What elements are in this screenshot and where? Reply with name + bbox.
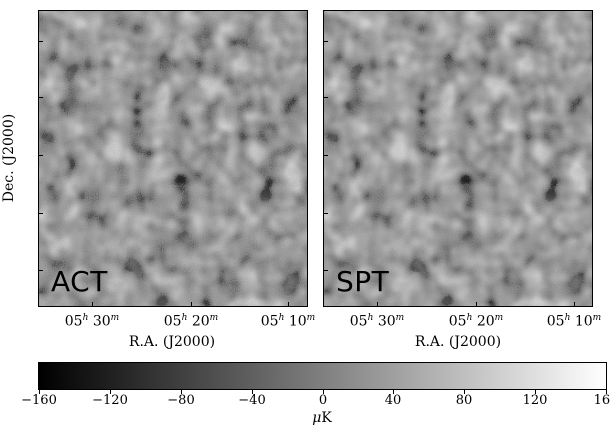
x-axis-title-left: R.A. (J2000) bbox=[128, 334, 216, 350]
y-axis-title: Dec. (J2000) bbox=[1, 113, 17, 203]
x-tick bbox=[476, 302, 477, 307]
colorbar-tick-label: −80 bbox=[167, 393, 195, 408]
x-tick bbox=[92, 302, 93, 307]
colorbar-tick bbox=[110, 389, 111, 394]
colorbar-tick bbox=[535, 389, 536, 394]
x-tick bbox=[191, 302, 192, 307]
y-tick bbox=[323, 270, 328, 271]
colorbar-tick bbox=[464, 389, 465, 394]
x-tick-label: 05h 30m bbox=[349, 313, 405, 330]
y-tick bbox=[323, 155, 328, 156]
colorbar-tick bbox=[252, 389, 253, 394]
act-panel-label: ACT bbox=[51, 265, 108, 298]
colorbar-tick-label: −40 bbox=[238, 393, 266, 408]
spt-map-panel: SPT bbox=[323, 10, 593, 307]
colorbar-tick bbox=[181, 389, 182, 394]
act-map-panel: ACT bbox=[38, 10, 308, 307]
y-tick bbox=[38, 41, 43, 42]
colorbar-tick-label: −160 bbox=[21, 393, 57, 408]
colorbar-tick-label: 80 bbox=[455, 393, 473, 408]
x-tick-label: 05h 20m bbox=[163, 313, 219, 330]
x-tick-label: 05h 10m bbox=[260, 313, 316, 330]
x-tick-label: 05h 30m bbox=[64, 313, 120, 330]
colorbar bbox=[38, 362, 607, 390]
colorbar-tick-label: 120 bbox=[522, 393, 548, 408]
colorbar-tick-label: 40 bbox=[384, 393, 402, 408]
y-tick bbox=[38, 97, 43, 98]
colorbar-tick-label: −120 bbox=[92, 393, 128, 408]
y-tick bbox=[323, 213, 328, 214]
x-tick-label: 05h 20m bbox=[448, 313, 504, 330]
colorbar-tick bbox=[393, 389, 394, 394]
y-tick bbox=[323, 41, 328, 42]
x-axis-title-right: R.A. (J2000) bbox=[414, 334, 502, 350]
spt-panel-label: SPT bbox=[336, 265, 390, 298]
colorbar-tick-label: 0 bbox=[318, 393, 328, 408]
act-sky-map-image bbox=[39, 11, 307, 306]
colorbar-tick bbox=[323, 389, 324, 394]
colorbar-tick-label: 160 bbox=[593, 393, 610, 408]
x-tick-label: 05h 10m bbox=[546, 313, 602, 330]
spt-sky-map-image bbox=[324, 11, 592, 306]
colorbar-tick bbox=[606, 389, 607, 394]
y-tick bbox=[38, 270, 43, 271]
x-tick bbox=[574, 302, 575, 307]
colorbar-unit-label: μK bbox=[312, 410, 332, 426]
x-tick bbox=[288, 302, 289, 307]
y-tick bbox=[38, 155, 43, 156]
y-tick bbox=[323, 97, 328, 98]
colorbar-tick bbox=[39, 389, 40, 394]
x-tick bbox=[377, 302, 378, 307]
y-tick bbox=[38, 213, 43, 214]
